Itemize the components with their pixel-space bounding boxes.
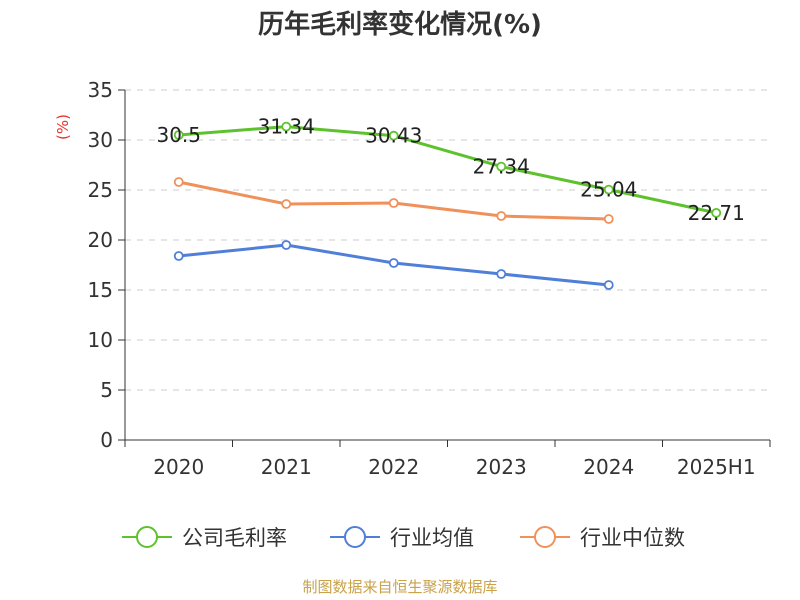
data-point bbox=[603, 184, 614, 195]
data-point bbox=[281, 121, 292, 132]
data-point bbox=[711, 207, 722, 218]
data-label: 22.71 bbox=[688, 201, 745, 225]
data-point bbox=[281, 199, 292, 209]
data-label: 30.43 bbox=[365, 124, 422, 148]
legend-marker bbox=[344, 526, 366, 548]
legend-label: 公司毛利率 bbox=[182, 526, 287, 550]
data-point bbox=[281, 240, 292, 250]
axes: 0 5 10 15 20 25 30 35 2020 2021 2022 2023 2024 2025H1 bbox=[88, 78, 771, 479]
y-tick-label: 35 bbox=[88, 78, 113, 102]
data-point bbox=[388, 198, 399, 208]
legend-marker bbox=[136, 526, 158, 548]
x-tick-label: 2021 bbox=[261, 455, 312, 479]
data-point bbox=[496, 211, 507, 221]
data-point bbox=[388, 258, 399, 268]
data-point bbox=[603, 214, 614, 224]
y-axis-unit: (%) bbox=[54, 114, 72, 140]
data-point bbox=[496, 269, 507, 279]
y-tick-label: 30 bbox=[88, 128, 113, 152]
data-point bbox=[388, 130, 399, 141]
x-tick-label: 2022 bbox=[368, 455, 419, 479]
legend: 公司毛利率 行业均值 行业中位数 bbox=[122, 526, 685, 550]
legend-label: 行业均值 bbox=[390, 526, 474, 550]
y-tick-label: 25 bbox=[88, 178, 113, 202]
chart-title: 历年毛利率变化情况(%) bbox=[258, 9, 542, 40]
x-tick-label: 2020 bbox=[153, 455, 204, 479]
legend-marker bbox=[534, 526, 556, 548]
y-tick-label: 0 bbox=[100, 428, 113, 452]
data-labels: 30.5 31.34 30.43 27.34 25.04 22.71 bbox=[156, 115, 744, 225]
legend-label: 行业中位数 bbox=[580, 526, 685, 550]
y-tick-label: 5 bbox=[100, 378, 113, 402]
x-tick-label: 2024 bbox=[583, 455, 634, 479]
data-label: 30.5 bbox=[156, 123, 201, 147]
series-group bbox=[173, 121, 722, 290]
data-label: 27.34 bbox=[473, 155, 530, 179]
x-tick-label: 2023 bbox=[476, 455, 527, 479]
data-label: 25.04 bbox=[580, 178, 637, 202]
grid bbox=[125, 89, 770, 391]
data-point bbox=[173, 177, 184, 187]
y-tick-label: 10 bbox=[88, 328, 113, 352]
y-tick-label: 20 bbox=[88, 228, 113, 252]
y-tick-label: 15 bbox=[88, 278, 113, 302]
data-point bbox=[603, 280, 614, 290]
data-point bbox=[173, 251, 184, 261]
series-line bbox=[178, 125, 717, 215]
data-point bbox=[496, 161, 507, 172]
footer-source: 制图数据来自恒生聚源数据库 bbox=[302, 578, 497, 596]
x-tick-label: 2025H1 bbox=[677, 455, 756, 479]
data-label: 31.34 bbox=[258, 115, 315, 139]
data-point bbox=[173, 130, 184, 140]
